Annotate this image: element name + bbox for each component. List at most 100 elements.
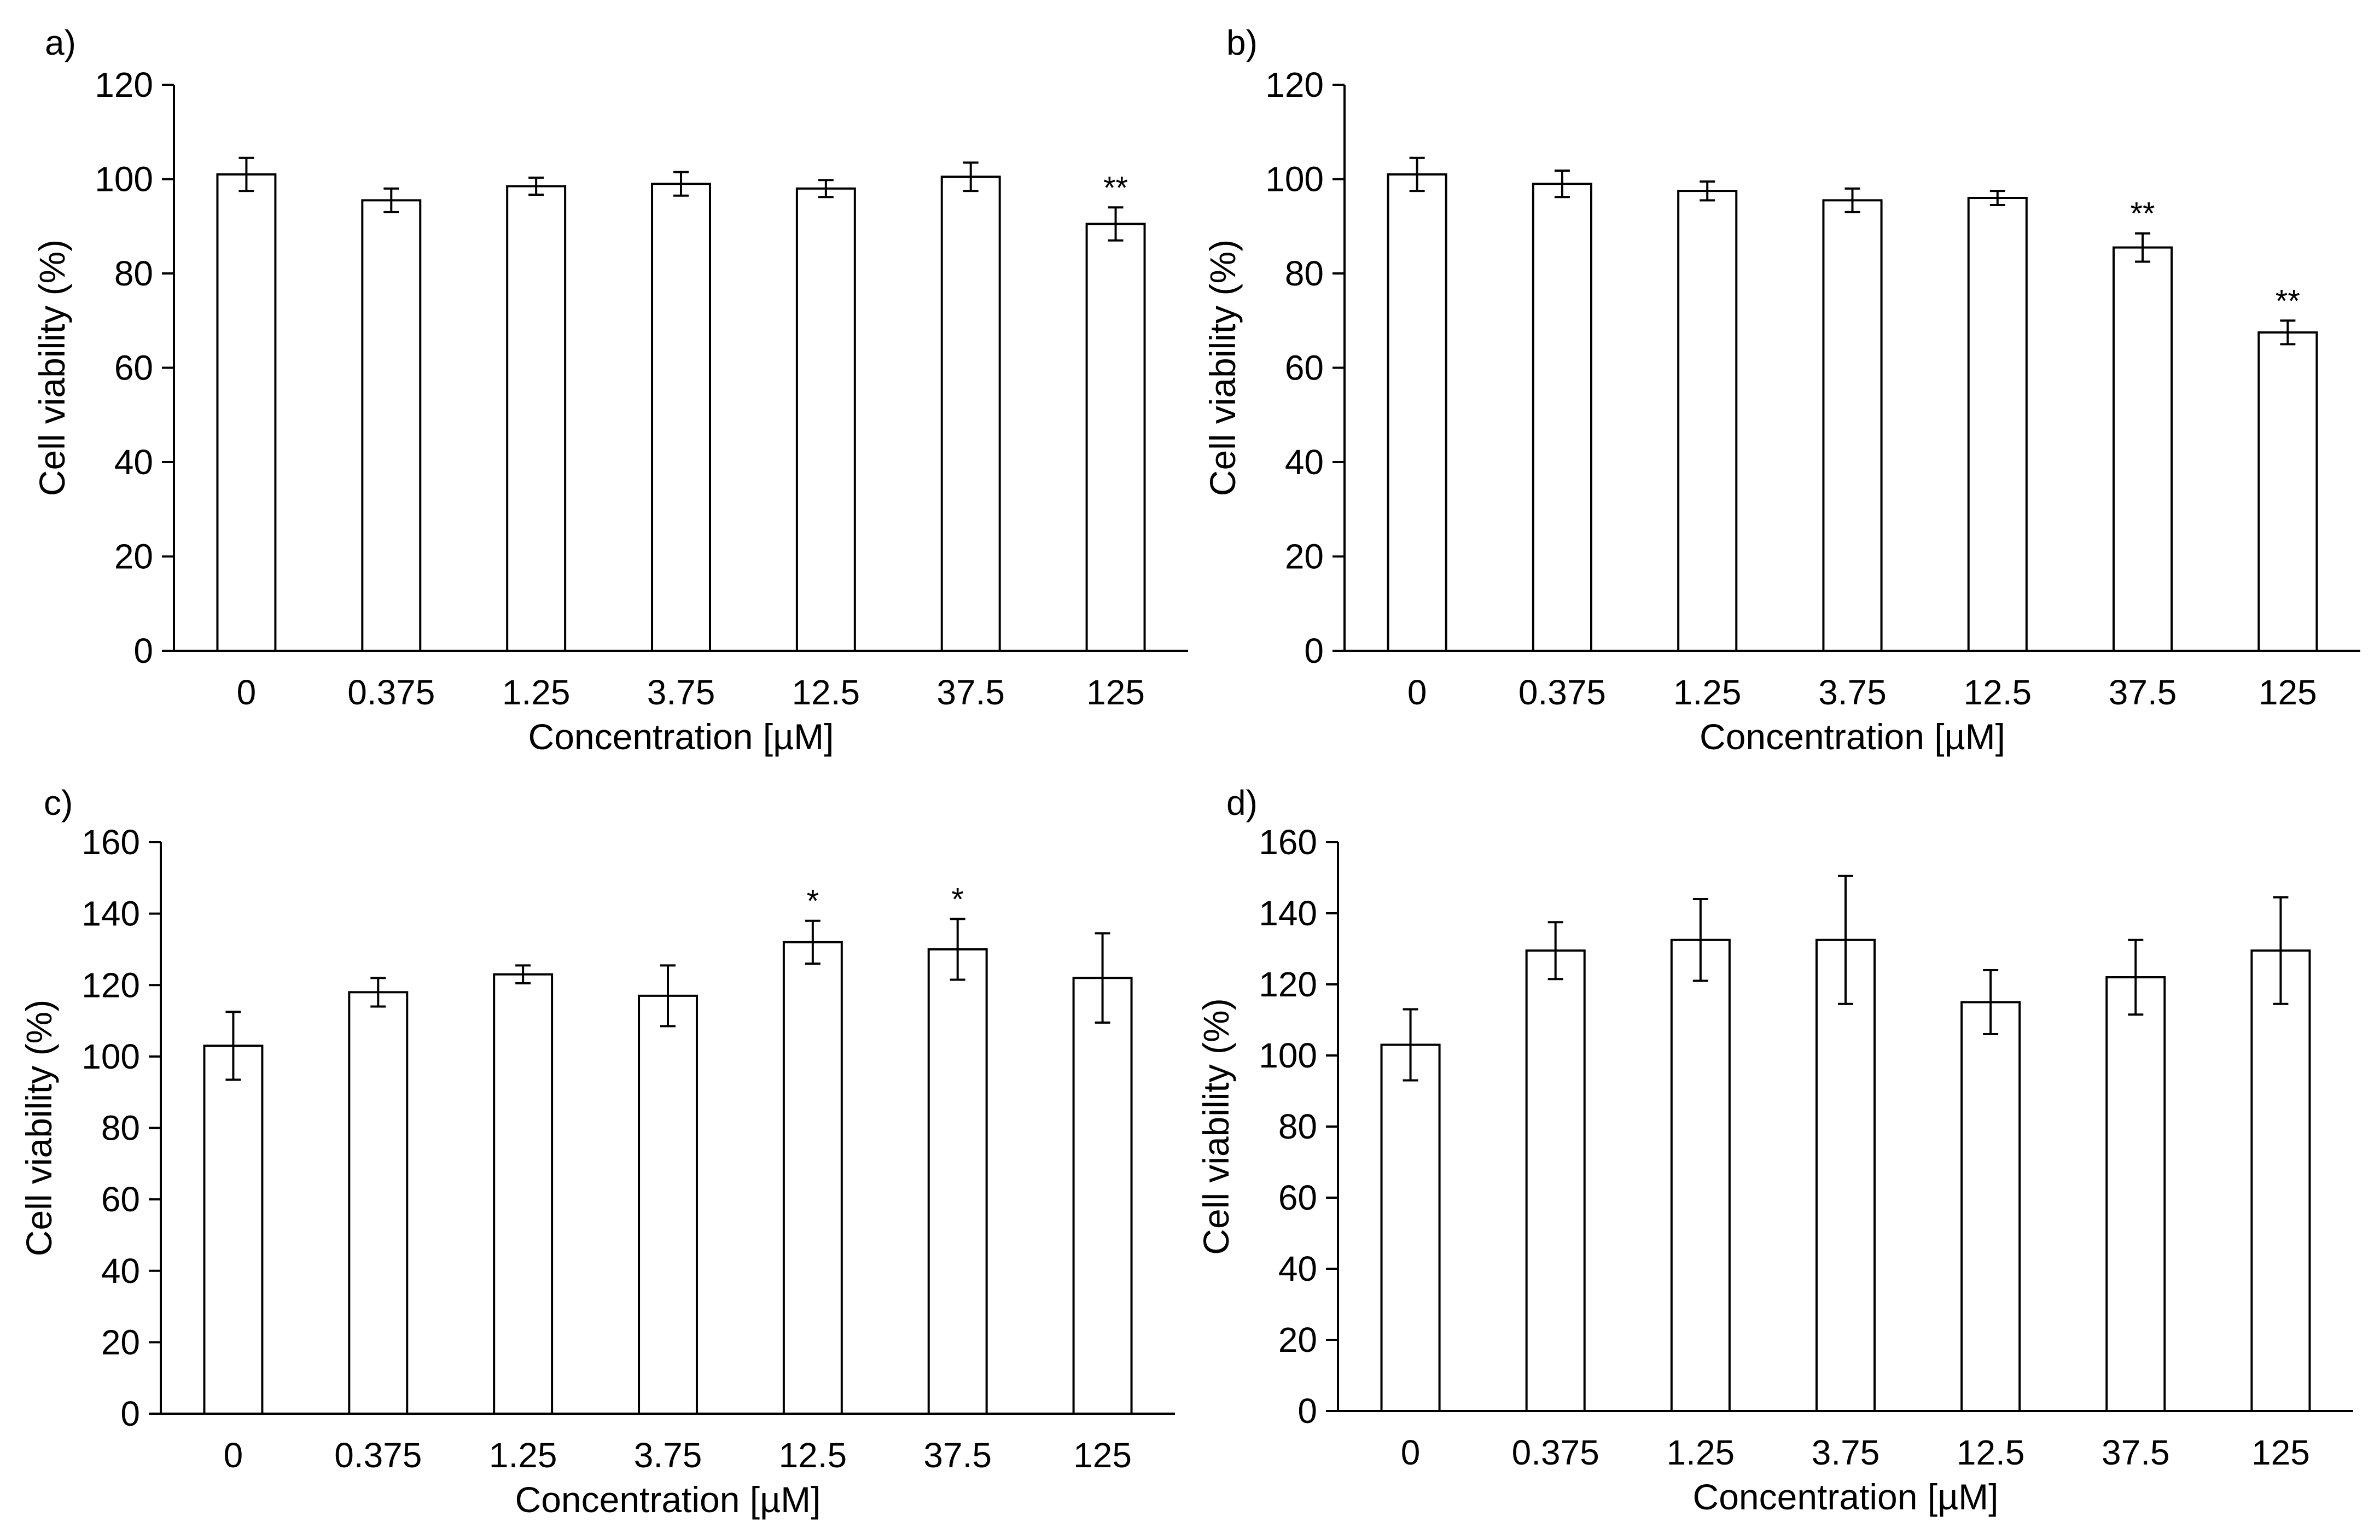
y-tick-label: 120 [95, 65, 153, 104]
x-tick-label: 0 [237, 673, 257, 712]
x-tick-label: 125 [2259, 673, 2317, 712]
y-tick-label: 120 [1265, 65, 1324, 104]
y-tick-label: 80 [101, 1109, 140, 1148]
x-tick-label: 3.75 [1812, 1433, 1880, 1472]
bar-c-5 [927, 948, 988, 1415]
bar-c-2 [493, 973, 554, 1415]
x-tick-label: 0 [224, 1436, 243, 1475]
panel-label-d: d) [1226, 783, 1258, 822]
y-tick-label: 140 [1259, 894, 1317, 933]
y-tick-label: 100 [1259, 1036, 1317, 1075]
significance-marker-b-6: ** [2276, 283, 2300, 319]
panel-label-b: b) [1226, 23, 1258, 62]
y-tick-label: 40 [1278, 1249, 1317, 1288]
y-tick-label: 0 [120, 1394, 140, 1433]
y-tick-label: 60 [114, 348, 153, 388]
bar-a-6 [1085, 223, 1146, 652]
significance-marker-c-5: * [951, 882, 964, 917]
bar-a-1 [361, 199, 422, 652]
bar-d-0 [1380, 1043, 1441, 1412]
bar-b-6 [2257, 331, 2318, 652]
significance-marker-c-4: * [807, 884, 819, 919]
bar-d-4 [1960, 1001, 2021, 1412]
y-tick-label: 100 [1265, 160, 1324, 199]
y-tick-label: 0 [133, 631, 153, 670]
x-tick-label: 12.5 [1964, 673, 2032, 712]
x-tick-label: 1.25 [1673, 673, 1742, 712]
panel-c: c) 0 20 40 60 80 100 120 140 160 0 0.375 1.25 3.75 12.… [19, 783, 1175, 1520]
x-tick-label: 125 [2251, 1433, 2310, 1472]
y-tick-label: 40 [1285, 442, 1324, 482]
bar-c-0 [203, 1045, 264, 1415]
y-tick-label: 80 [1285, 254, 1324, 293]
y-tick-label: 40 [101, 1251, 140, 1291]
y-axis-title: Cell viability (%) [1196, 998, 1236, 1255]
panel-label-a: a) [45, 23, 76, 62]
y-tick-label: 80 [114, 254, 153, 293]
x-tick-label: 0.375 [1518, 673, 1606, 712]
significance-marker-b-5: ** [2130, 196, 2155, 232]
x-tick-label: 37.5 [923, 1436, 992, 1475]
panel-a: a) 0 20 40 60 80 100 120 0 0.375 1.25 3.75 12.5 37.5 1… [32, 23, 1188, 757]
x-tick-label: 1.25 [489, 1436, 557, 1475]
x-tick-label: 1.25 [1667, 1433, 1735, 1472]
bar-d-5 [2105, 976, 2166, 1412]
bar-b-3 [1822, 199, 1883, 652]
x-tick-label: 3.75 [647, 673, 715, 712]
bar-c-4 [782, 941, 843, 1415]
y-tick-label: 60 [1285, 348, 1324, 388]
y-tick-label: 160 [1259, 822, 1317, 862]
bar-d-2 [1670, 938, 1731, 1412]
y-tick-label: 160 [82, 822, 140, 862]
y-tick-label: 60 [1278, 1178, 1317, 1217]
x-tick-label: 3.75 [634, 1436, 702, 1475]
y-tick-label: 60 [101, 1180, 140, 1219]
x-tick-label: 0.375 [347, 673, 435, 712]
bar-d-6 [2250, 949, 2311, 1412]
bar-d-1 [1525, 949, 1586, 1412]
y-tick-label: 0 [1297, 1391, 1317, 1431]
x-tick-label: 12.5 [792, 673, 860, 712]
bar-b-5 [2113, 246, 2173, 652]
bar-a-3 [651, 183, 711, 652]
bar-a-4 [795, 187, 856, 652]
y-tick-label: 20 [101, 1322, 140, 1362]
x-tick-label: 12.5 [1957, 1433, 2025, 1472]
x-tick-label: 37.5 [2109, 673, 2177, 712]
x-axis-title: Concentration [µM] [1693, 1477, 1999, 1517]
y-axis-title: Cell viability (%) [19, 1000, 59, 1256]
bar-c-6 [1072, 977, 1133, 1415]
bar-b-0 [1387, 173, 1447, 652]
y-tick-label: 140 [82, 894, 140, 934]
panel-label-c: c) [44, 783, 73, 822]
bar-a-2 [506, 185, 567, 652]
x-tick-label: 0.375 [334, 1436, 422, 1475]
x-tick-label: 0.375 [1512, 1433, 1599, 1472]
y-tick-label: 40 [114, 442, 153, 482]
x-tick-label: 37.5 [936, 673, 1005, 712]
y-tick-label: 0 [1304, 631, 1324, 670]
bar-a-5 [940, 176, 1001, 652]
y-tick-label: 100 [95, 160, 153, 199]
y-axis-title: Cell viability (%) [1202, 240, 1243, 496]
significance-marker-a-6: ** [1103, 170, 1128, 206]
bar-d-3 [1815, 938, 1876, 1412]
bar-c-1 [348, 991, 409, 1415]
y-axis-title: Cell viability (%) [32, 240, 72, 496]
bar-b-4 [1967, 197, 2028, 652]
x-tick-label: 3.75 [1818, 673, 1887, 712]
x-tick-label: 37.5 [2102, 1433, 2170, 1472]
x-tick-label: 125 [1073, 1436, 1132, 1475]
x-axis-title: Concentration [µM] [528, 716, 834, 757]
panel-d: d) 0 20 40 60 80 100 120 140 160 0 0.375 1.25 3.75 12.… [1196, 783, 2353, 1517]
x-axis-title: Concentration [µM] [515, 1479, 821, 1520]
x-axis-title: Concentration [µM] [1700, 716, 2005, 757]
x-tick-label: 0 [1401, 1433, 1421, 1472]
y-tick-label: 100 [82, 1037, 140, 1076]
x-tick-label: 1.25 [502, 673, 571, 712]
y-tick-label: 20 [1285, 537, 1324, 576]
x-tick-label: 0 [1407, 673, 1427, 712]
bar-c-3 [638, 994, 698, 1415]
y-tick-label: 20 [1278, 1320, 1317, 1360]
